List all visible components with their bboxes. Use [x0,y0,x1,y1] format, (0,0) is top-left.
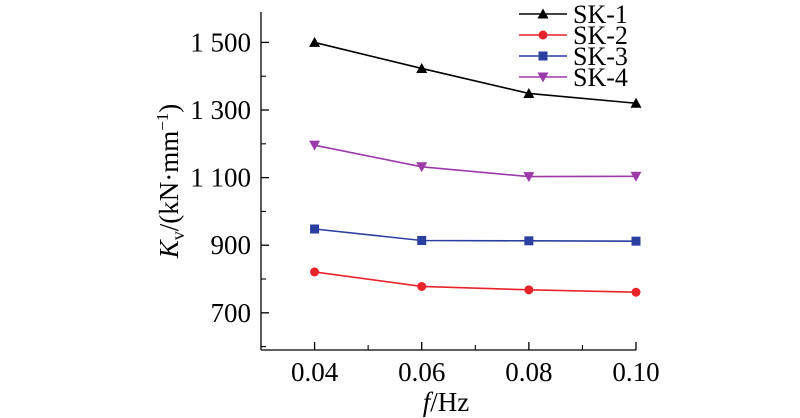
data-point [631,287,641,297]
data-point [310,224,320,234]
series-layer [309,36,642,297]
data-point [309,140,321,151]
series-sk-1 [309,36,642,108]
y-axis-title-sup: −1 [153,113,172,131]
data-point [310,267,320,277]
data-point [537,72,549,83]
y-tick-label: 1 500 [190,27,251,57]
x-tick-label: 0.04 [291,357,339,387]
legend-item-sk-1: SK-1 [519,0,628,29]
series-sk-3 [310,224,641,246]
series-line [314,41,637,105]
series-sk-2 [310,267,641,297]
legend-label: SK-1 [573,0,628,29]
data-point [538,51,548,61]
data-point [630,97,642,108]
y-tick-label: 900 [211,230,252,260]
series-line [314,228,637,242]
legend-label: SK-2 [573,21,628,50]
data-point [309,36,321,47]
data-point [538,30,548,40]
x-axis-title-rest: /Hz [430,387,469,417]
data-point [523,172,535,183]
legend-item-sk-2: SK-2 [519,21,628,50]
x-axis-title: f/Hz [423,387,470,417]
legend-label: SK-3 [573,42,628,71]
data-point [537,8,549,19]
y-tick-label: 1 100 [190,163,251,193]
data-point [523,87,535,98]
series-line [314,144,637,178]
x-tick-label: 0.10 [612,357,659,387]
data-point [631,236,641,246]
data-point [416,62,428,73]
legend: SK-1SK-2SK-3SK-4 [519,0,628,92]
y-axis-title-sub: v [168,231,188,240]
data-point [417,281,427,291]
legend-item-sk-3: SK-3 [519,42,628,71]
x-tick-label: 0.06 [398,357,445,387]
series-sk-4 [309,140,642,183]
plot-area: 700 900 1 100 1 300 1 500 0.04 0.06 0.08 0.10 [190,12,660,387]
x-axis-title-italic: f [423,387,434,417]
y-tick-label: 700 [211,298,252,328]
data-point [417,235,427,245]
data-point [524,236,534,246]
data-point [416,162,428,173]
x-ticks: 0.04 0.06 0.08 0.10 [291,342,660,387]
y-axis-title-close: ) [154,104,184,113]
series-line [314,271,637,294]
y-axis-title-italic: K [154,238,184,259]
data-point [630,171,642,182]
legend-label: SK-4 [573,63,628,92]
data-point [524,285,534,295]
y-tick-label: 1 300 [190,95,251,125]
y-axis-title: Kv/(kN·mm−1) [153,104,188,260]
legend-item-sk-4: SK-4 [519,63,628,92]
x-tick-label: 0.08 [505,357,552,387]
y-axis-title-rest: /(kN·mm [154,131,184,232]
y-ticks: 700 900 1 100 1 300 1 500 [190,27,269,348]
